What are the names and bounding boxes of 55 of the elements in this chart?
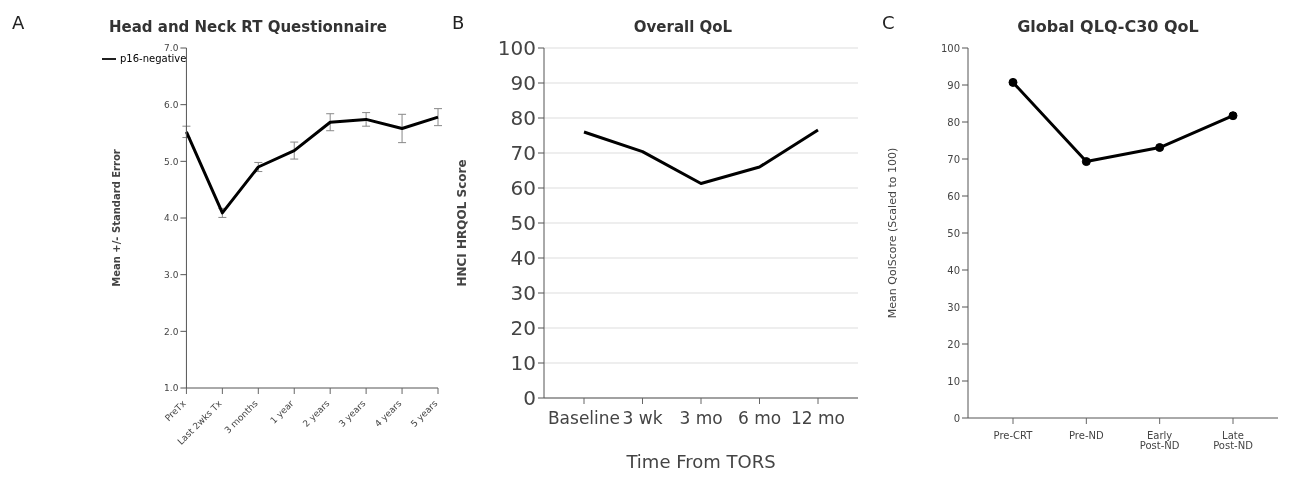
- x-axis-title: Time From TORS: [625, 451, 776, 472]
- x-tick-label: 12 mo: [791, 408, 845, 429]
- x-tick-label: Late Post-ND: [1213, 430, 1254, 452]
- line-series: [184, 115, 440, 215]
- x-tick-label: 3 mo: [679, 408, 723, 429]
- y-tick-label: 70: [947, 153, 960, 165]
- y-axis-title: Mean +/- Standard Error: [110, 149, 122, 287]
- y-tick-label: 60: [947, 190, 960, 202]
- y-axis-title: HNCI HRQOL Score: [455, 159, 470, 287]
- y-tick-label: 10: [510, 351, 536, 376]
- y-tick-label: 3.0: [164, 269, 179, 280]
- chart-title: Overall QoL: [633, 18, 733, 36]
- point: [1081, 157, 1091, 167]
- y-tick-label: 20: [947, 338, 960, 350]
- y-tick-label: 30: [947, 301, 960, 313]
- point: [1155, 143, 1165, 153]
- legend-label: p16-negative: [120, 53, 187, 64]
- point: [1008, 77, 1018, 87]
- y-tick-label: 60: [510, 176, 536, 201]
- x-tick-label: 3 wk: [622, 408, 663, 429]
- y-tick-label: 0: [953, 412, 960, 424]
- y-tick-label: 80: [510, 106, 536, 131]
- x-tick-label: Pre-ND: [1068, 430, 1104, 442]
- x-tick-label: Early Post-ND: [1139, 430, 1180, 452]
- y-tick-label: 40: [947, 264, 960, 276]
- y-tick-label: 4.0: [164, 213, 179, 224]
- y-tick-label: 20: [510, 316, 536, 341]
- line-series: [582, 128, 820, 185]
- y-axis-title: Mean QolScore (Scaled to 100): [885, 147, 899, 319]
- y-tick-label: 40: [510, 246, 536, 271]
- y-tick-label: 100: [940, 42, 960, 54]
- text: B: [452, 12, 465, 33]
- x-tick-label: Baseline: [547, 408, 621, 429]
- text: A: [12, 12, 25, 33]
- y-tick-label: 90: [947, 79, 960, 91]
- y-tick-label: 6.0: [164, 99, 179, 110]
- point: [1228, 111, 1238, 121]
- y-tick-label: 7.0: [164, 43, 179, 54]
- y-tick-label: 1.0: [164, 383, 179, 394]
- x-tick-label: 6 mo: [737, 408, 782, 429]
- y-tick-label: 50: [510, 211, 536, 236]
- y-tick-label: 30: [510, 281, 536, 306]
- chart-title: Global QLQ-C30 QoL: [1017, 17, 1199, 36]
- y-tick-label: 70: [510, 141, 536, 166]
- chart-title: Head and Neck RT Questionnaire: [108, 18, 388, 36]
- y-tick-label: 5.0: [164, 156, 179, 167]
- y-tick-label: 100: [497, 36, 536, 61]
- x-tick-label: Pre-CRT: [993, 430, 1034, 442]
- y-tick-label: 90: [510, 71, 536, 96]
- y-tick-label: 80: [947, 116, 960, 128]
- y-tick-label: 10: [947, 375, 960, 387]
- y-tick-label: 2.0: [164, 326, 179, 337]
- y-tick-label: 0: [523, 386, 536, 411]
- y-tick-label: 50: [947, 227, 960, 239]
- text: C: [882, 12, 895, 33]
